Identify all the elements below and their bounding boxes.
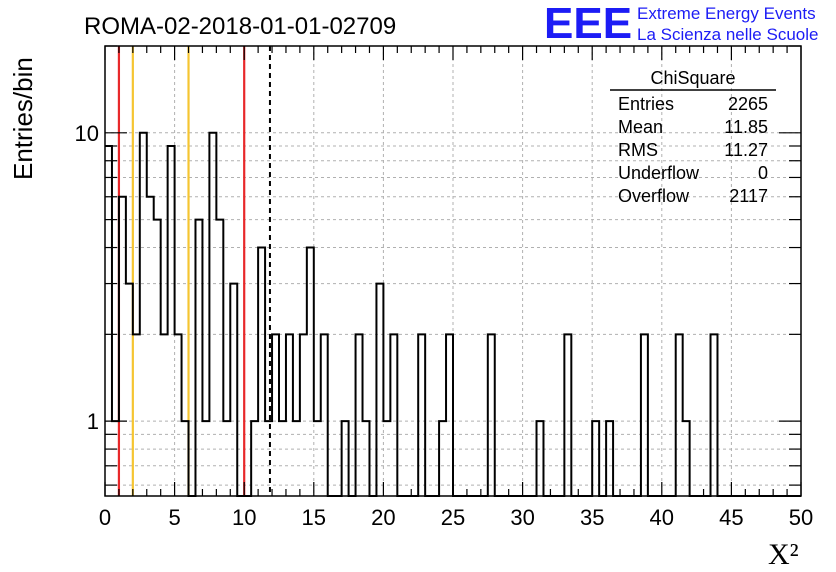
- histogram-bar: [446, 334, 453, 496]
- eee-logo-mark: EEE: [544, 0, 632, 48]
- histogram-bar: [376, 284, 383, 496]
- stats-value: 11.85: [724, 117, 768, 137]
- y-tick-labels: 1 10: [75, 121, 99, 434]
- histogram-bar: [390, 334, 397, 496]
- x-tick-label: 10: [232, 505, 256, 530]
- axes: [104, 45, 802, 497]
- histogram-bar: [356, 334, 363, 496]
- histogram-bar: [307, 248, 314, 496]
- stats-value: 2117: [729, 186, 768, 206]
- histogram-bar: [105, 146, 112, 496]
- histogram-bar: [286, 334, 293, 496]
- stats-label: Overflow: [618, 186, 690, 206]
- histogram-bar: [272, 334, 279, 496]
- x-tick-label: 40: [650, 505, 674, 530]
- x-tick-label: 35: [580, 505, 604, 530]
- histogram-bar: [711, 334, 718, 496]
- histogram-bar: [209, 133, 216, 496]
- x-tick-label: 15: [302, 505, 326, 530]
- stats-label: Mean: [618, 117, 663, 137]
- histogram-outline: [105, 131, 801, 497]
- x-tick-label: 30: [510, 505, 534, 530]
- x-tick-label: 45: [719, 505, 743, 530]
- stats-label: RMS: [618, 140, 658, 160]
- x-tick-label: 25: [441, 505, 465, 530]
- logo-line-1: Extreme Energy Events: [637, 4, 816, 23]
- x-tick-label: 5: [168, 505, 180, 530]
- histogram-bar: [216, 220, 223, 496]
- stats-title: ChiSquare: [650, 68, 735, 88]
- histogram-bar: [488, 334, 495, 496]
- histogram-bar: [300, 334, 307, 496]
- x-tick-label: 50: [789, 505, 813, 530]
- logo-line-2: La Scienza nelle Scuole: [637, 25, 818, 44]
- histogram-bar: [418, 334, 425, 496]
- histogram-bar: [154, 220, 161, 496]
- histogram: [105, 131, 801, 497]
- histogram-bar: [321, 334, 328, 496]
- chart-title: ROMA-02-2018-01-01-02709: [84, 13, 396, 40]
- histogram-bar: [168, 146, 175, 496]
- stats-box: ChiSquare Entries 2265 Mean 11.85 RMS 11.27 Un…: [610, 68, 776, 206]
- x-axis-label: X²: [768, 538, 799, 571]
- histogram-bar: [175, 334, 182, 496]
- x-tick-labels: 0 5 10 15 20 25 30 35 40 45 50: [99, 505, 813, 530]
- stats-label: Underflow: [618, 163, 700, 183]
- x-tick-label: 0: [99, 505, 111, 530]
- stats-value: 2265: [728, 94, 768, 114]
- histogram-bar: [147, 197, 154, 496]
- x-tick-label: 20: [371, 505, 395, 530]
- y-axis-label: Entries/bin: [8, 57, 38, 180]
- histogram-bar: [140, 133, 147, 496]
- y-tick-label: 1: [87, 409, 99, 434]
- histogram-bar: [258, 248, 265, 496]
- stats-value: 11.27: [724, 140, 768, 160]
- eee-logo: EEE Extreme Energy Events La Scienza nel…: [544, 0, 818, 48]
- histogram-bar: [641, 334, 648, 496]
- histogram-bar: [676, 334, 683, 496]
- histogram-bar: [161, 334, 168, 496]
- stats-value: 0: [758, 163, 768, 183]
- reference-lines: [117, 46, 271, 496]
- histogram-bar: [230, 284, 237, 496]
- stats-label: Entries: [618, 94, 674, 114]
- y-tick-label: 10: [75, 121, 99, 146]
- histogram-bar: [564, 334, 571, 496]
- histogram-bar: [195, 220, 202, 496]
